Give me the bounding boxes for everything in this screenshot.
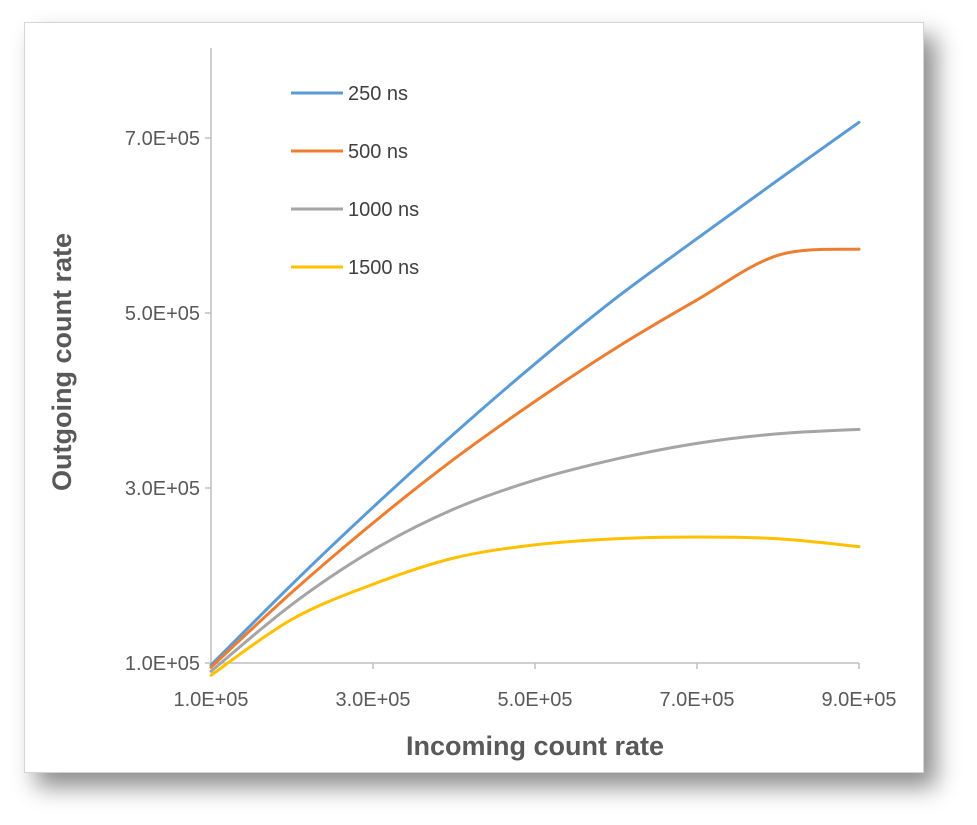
y-tick-label: 5.0E+05 [125,303,200,325]
legend: 250 ns 500 ns 1000 ns 1500 ns [291,83,419,279]
y-axis-ticks: 1.0E+05 3.0E+05 5.0E+05 7.0E+05 [125,128,211,675]
series-line-500-ns [209,247,861,669]
x-tick-label: 7.0E+05 [659,689,734,711]
series-line-1000-ns [209,427,861,673]
legend-label-500-ns: 500 ns [348,141,408,163]
x-tick-label: 5.0E+05 [497,689,572,711]
x-tick-label: 1.0E+05 [173,689,248,711]
y-tick-label: 1.0E+05 [125,653,200,675]
legend-label-250-ns: 250 ns [348,83,408,105]
x-axis-title: Incoming count rate [406,731,664,761]
x-tick-label: 9.0E+05 [821,689,896,711]
y-tick-label: 3.0E+05 [125,478,200,500]
legend-label-1000-ns: 1000 ns [348,199,419,221]
series-lines [209,120,861,677]
legend-label-1500-ns: 1500 ns [348,257,419,279]
series-line-1500-ns [209,535,861,677]
x-axis-ticks: 1.0E+05 3.0E+05 5.0E+05 7.0E+05 9.0E+05 [173,663,897,711]
y-tick-label: 7.0E+05 [125,128,200,150]
chart-frame [24,22,924,773]
x-tick-label: 3.0E+05 [335,689,410,711]
series-line-250-ns [209,120,861,667]
y-axis-title: Outgoing count rate [47,233,77,491]
